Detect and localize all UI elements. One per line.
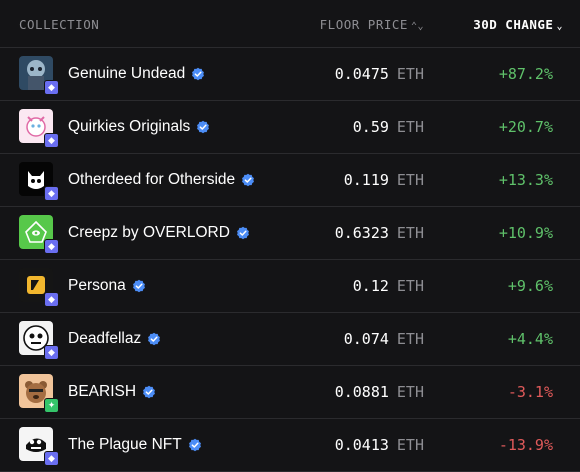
collection-name-link[interactable]: The Plague NFT xyxy=(68,436,202,454)
currency-label: ETH xyxy=(396,436,424,454)
collection-name-link[interactable]: BEARISH xyxy=(68,383,156,401)
floor-price-header-label: FLOOR PRICE xyxy=(319,17,408,32)
ethereum-chain-icon: ◆ xyxy=(44,80,59,95)
collection-row[interactable]: ✦ BEARISH 0.0881 ETH -3.1% xyxy=(0,366,580,419)
collection-row[interactable]: ◆ Creepz by OVERLORD 0.6323 ETH +10.9% xyxy=(0,207,580,260)
collection-name: BEARISH xyxy=(68,383,137,400)
currency-label: ETH xyxy=(396,277,424,295)
genuine-undead-avatar xyxy=(19,56,53,90)
change-header-label: 30D CHANGE xyxy=(473,17,554,32)
change-value: +4.4% xyxy=(507,330,553,348)
change-value: +9.6% xyxy=(507,277,553,295)
chevron-down-icon: ⌄ xyxy=(556,21,563,32)
change-sort-header[interactable]: 30D CHANGE ⌄ xyxy=(473,17,563,32)
table-header: COLLECTION FLOOR PRICE ⌃⌄ 30D CHANGE ⌄ xyxy=(0,0,580,48)
verified-badge-icon xyxy=(132,279,146,293)
floor-price: 0.074 ETH xyxy=(344,330,424,348)
verified-badge-icon xyxy=(188,438,202,452)
change-value: -13.9% xyxy=(498,436,553,454)
floor-price: 0.59 ETH xyxy=(353,118,424,136)
ethereum-chain-icon: ◆ xyxy=(44,239,59,254)
change-value: -3.1% xyxy=(507,383,553,401)
currency-label: ETH xyxy=(396,171,424,189)
collection-row[interactable]: ◆ Persona 0.12 ETH +9.6% xyxy=(0,260,580,313)
floor-price: 0.12 ETH xyxy=(353,277,424,295)
currency-label: ETH xyxy=(396,224,424,242)
floor-price: 0.0413 ETH xyxy=(335,436,424,454)
collection-name-link[interactable]: Creepz by OVERLORD xyxy=(68,224,250,242)
change-value: +13.3% xyxy=(498,171,553,189)
collection-name: The Plague NFT xyxy=(68,436,182,453)
floor-price-value: 0.6323 xyxy=(334,224,389,242)
floor-price-value: 0.074 xyxy=(343,330,389,348)
floor-price-sort-header[interactable]: FLOOR PRICE ⌃⌄ xyxy=(320,17,424,32)
floor-price: 0.0881 ETH xyxy=(335,383,424,401)
floor-price: 0.0475 ETH xyxy=(335,65,424,83)
floor-price: 0.6323 ETH xyxy=(335,224,424,242)
collection-name: Persona xyxy=(68,277,126,294)
collection-name-link[interactable]: Quirkies Originals xyxy=(68,118,210,136)
collection-name: Creepz by OVERLORD xyxy=(68,224,230,241)
verified-badge-icon xyxy=(236,226,250,240)
change-value: +10.9% xyxy=(498,224,553,242)
floor-price-value: 0.12 xyxy=(352,277,389,295)
collection-name: Genuine Undead xyxy=(68,65,186,82)
collection-name-link[interactable]: Otherdeed for Otherside xyxy=(68,171,255,189)
collection-column-header: COLLECTION xyxy=(19,17,100,32)
chain-icon: ✦ xyxy=(44,398,59,413)
currency-label: ETH xyxy=(396,65,424,83)
ethereum-chain-icon: ◆ xyxy=(44,451,59,466)
collection-name-link[interactable]: Genuine Undead xyxy=(68,65,205,83)
verified-badge-icon xyxy=(142,385,156,399)
floor-price-value: 0.119 xyxy=(343,171,389,189)
verified-badge-icon xyxy=(147,332,161,346)
floor-price-value: 0.0881 xyxy=(334,383,389,401)
collection-row[interactable]: ◆ Quirkies Originals 0.59 ETH +20.7% xyxy=(0,101,580,154)
collection-row[interactable]: ◆ Genuine Undead 0.0475 ETH +87.2% xyxy=(0,48,580,101)
ethereum-chain-icon: ◆ xyxy=(44,345,59,360)
floor-price: 0.119 ETH xyxy=(344,171,424,189)
ethereum-chain-icon: ◆ xyxy=(44,133,59,148)
floor-price-value: 0.0475 xyxy=(334,65,389,83)
collection-row[interactable]: ◆ The Plague NFT 0.0413 ETH -13.9% xyxy=(0,419,580,472)
persona-avatar xyxy=(19,268,53,302)
verified-badge-icon xyxy=(196,120,210,134)
ethereum-chain-icon: ◆ xyxy=(44,186,59,201)
collection-row[interactable]: ◆ Deadfellaz 0.074 ETH +4.4% xyxy=(0,313,580,366)
currency-label: ETH xyxy=(396,330,424,348)
sort-updown-icon: ⌃⌄ xyxy=(410,21,424,32)
floor-price-value: 0.0413 xyxy=(334,436,389,454)
currency-label: ETH xyxy=(396,383,424,401)
otherdeed-avatar xyxy=(19,162,53,196)
collection-name: Otherdeed for Otherside xyxy=(68,171,236,188)
ethereum-chain-icon: ◆ xyxy=(44,292,59,307)
currency-label: ETH xyxy=(396,118,424,136)
collection-name-link[interactable]: Persona xyxy=(68,277,146,295)
verified-badge-icon xyxy=(191,67,205,81)
verified-badge-icon xyxy=(241,173,255,187)
collection-name: Deadfellaz xyxy=(68,330,142,347)
collection-name-link[interactable]: Deadfellaz xyxy=(68,330,161,348)
change-value: +20.7% xyxy=(498,118,553,136)
collection-name: Quirkies Originals xyxy=(68,118,191,135)
change-value: +87.2% xyxy=(498,65,553,83)
floor-price-value: 0.59 xyxy=(352,118,389,136)
collection-row[interactable]: ◆ Otherdeed for Otherside 0.119 ETH +13.3% xyxy=(0,154,580,207)
